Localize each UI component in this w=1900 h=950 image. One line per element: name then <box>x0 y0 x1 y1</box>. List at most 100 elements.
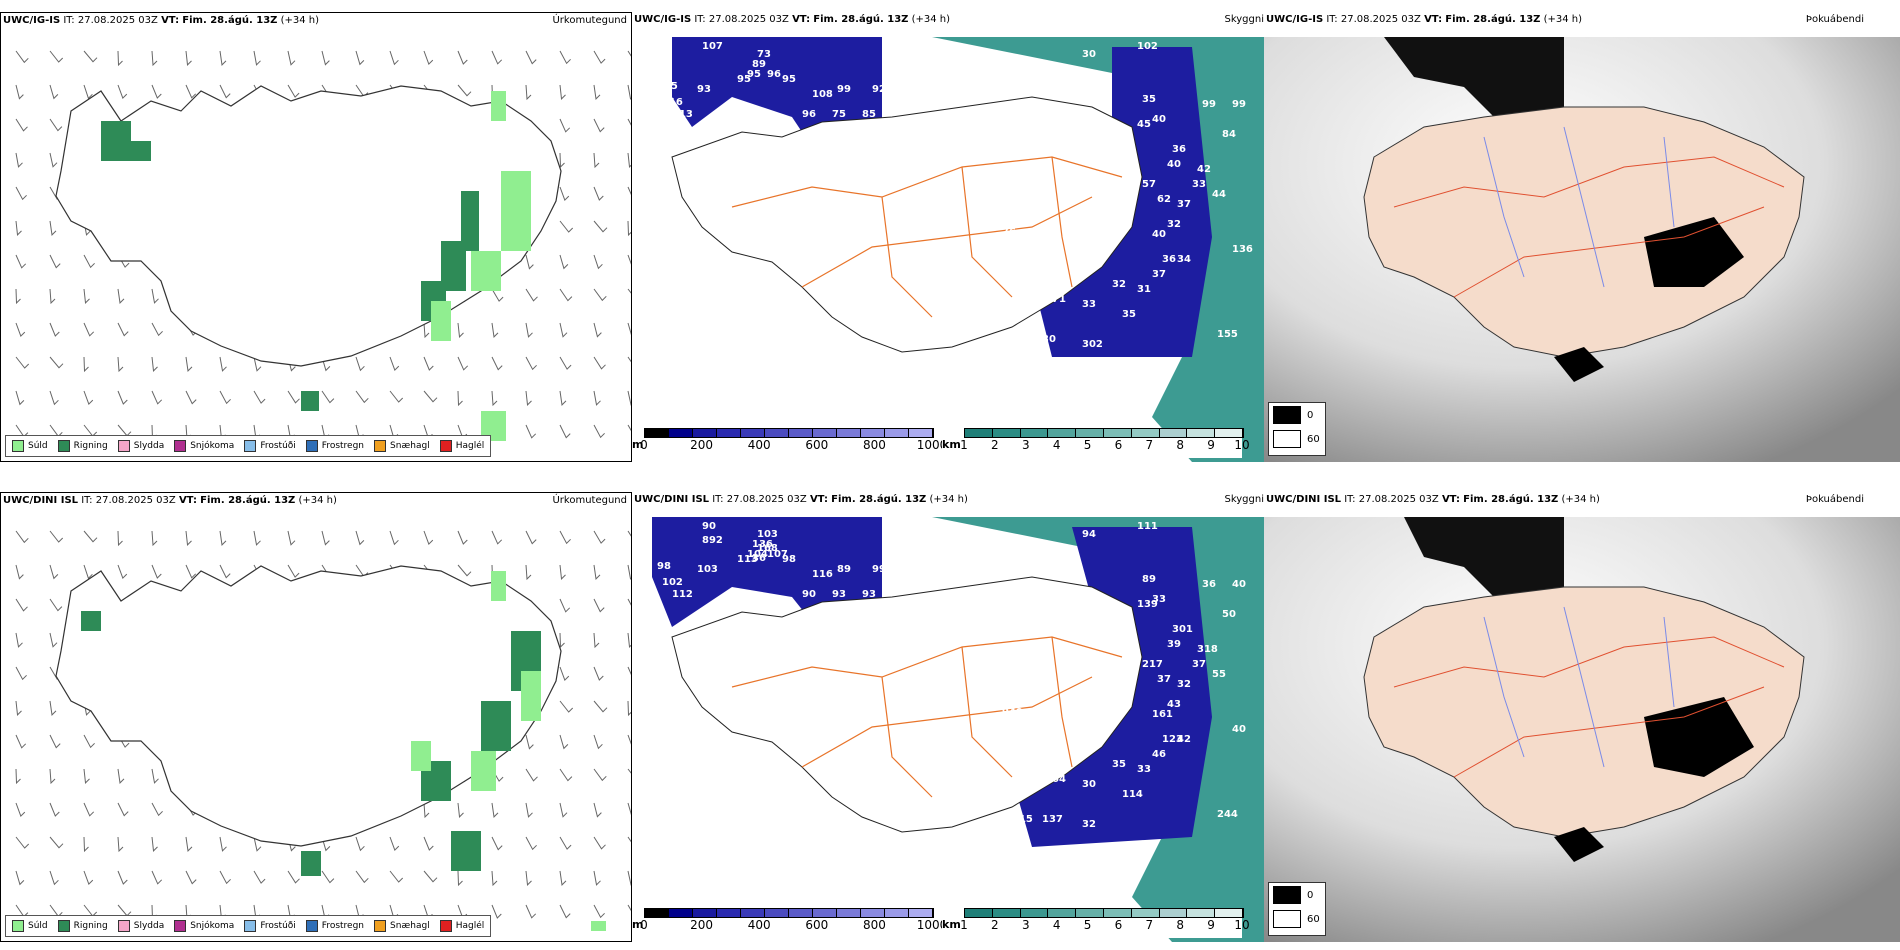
wind-barb <box>355 870 369 884</box>
wind-barb <box>49 152 58 168</box>
precip-map <box>15 530 631 931</box>
wind-barb <box>219 870 231 885</box>
cloud-base-value: 103 <box>757 529 778 540</box>
cloud-base-value: 36 <box>752 553 766 564</box>
color-segment <box>813 429 837 437</box>
cloud-base-value: 98 <box>782 554 796 565</box>
tick-label: 400 <box>747 918 771 932</box>
panel-name: Skyggni <box>1224 494 1264 505</box>
cloud-base-value: 94 <box>1082 529 1096 540</box>
vt-value: Fim. 28.ágú. 13Z <box>813 14 909 25</box>
legend-item: Frostúði <box>244 920 296 932</box>
cloud-base-value: 139 <box>1137 599 1158 610</box>
tick-label: 6 <box>1114 918 1123 932</box>
wind-barb <box>491 356 503 371</box>
wind-barb <box>389 356 400 372</box>
wind-barb <box>525 288 538 302</box>
wind-barb <box>219 50 227 66</box>
wind-barb <box>559 220 574 233</box>
wind-barb <box>151 356 158 372</box>
wind-barb <box>389 870 404 883</box>
wind-barb <box>321 530 330 546</box>
fog-legend-item: 60 <box>1269 427 1325 451</box>
wind-barb <box>593 632 600 649</box>
cloud-base-value: 96 <box>767 69 781 80</box>
legend-swatch <box>439 440 452 452</box>
lead-time: (+34 h) <box>929 494 968 505</box>
wind-barb <box>627 700 631 717</box>
wind-barb <box>117 564 128 580</box>
cloud-base-value: 33 <box>1192 179 1206 190</box>
wind-barb <box>15 254 27 269</box>
cloud-base-value: 113 <box>737 554 758 565</box>
wind-barb <box>253 836 262 852</box>
cloud-base-value: 80 <box>1012 334 1026 345</box>
cloud-base-value: 103 <box>697 564 718 575</box>
wind-barb <box>287 564 300 578</box>
vt-value: Fim. 28.ágú. 13Z <box>182 15 278 26</box>
panel-name: Skyggni <box>1224 14 1264 25</box>
tick-label: 200 <box>690 918 714 932</box>
wind-barb <box>559 564 566 580</box>
fog-legend-item: 0 <box>1269 403 1325 427</box>
wind-barb <box>559 904 571 919</box>
cloud-base-unit: m <box>632 438 644 451</box>
wind-barb <box>117 802 129 817</box>
it-value: 27.08.2025 03Z <box>708 14 789 25</box>
legend-label: Rigning <box>73 921 108 931</box>
cloud-base-value: 76 <box>1002 227 1016 238</box>
wind-barb <box>491 802 499 818</box>
vt-label: VT: <box>178 495 197 506</box>
wind-barb <box>627 870 631 886</box>
wind-barb <box>15 118 28 132</box>
cloud-base-value: 116 <box>812 569 833 580</box>
wind-barb <box>559 424 571 439</box>
it-value: 27.08.2025 03Z <box>726 494 807 505</box>
wind-barb <box>185 530 192 546</box>
wind-barb <box>627 186 631 195</box>
wind-barb <box>627 50 631 57</box>
cloud-base-value: 102 <box>1137 41 1158 52</box>
wind-barb <box>151 288 159 304</box>
wind-barb <box>151 50 158 67</box>
legend-item: Snæhagl <box>374 440 430 452</box>
cloud-base-value: 40 <box>1232 579 1246 590</box>
wind-barb <box>15 152 23 168</box>
wind-barb <box>185 870 197 885</box>
cloud-base-value: 105 <box>657 81 678 92</box>
wind-barb <box>83 50 98 63</box>
wind-barb <box>627 632 631 648</box>
wind-barb <box>491 390 498 407</box>
wind-barb <box>593 530 606 544</box>
color-segment <box>861 429 885 437</box>
wind-barb <box>185 84 197 99</box>
cloud-base-value: 136 <box>1232 244 1253 255</box>
wind-barb <box>491 836 503 851</box>
cloud-base-value: 99 <box>1202 99 1216 110</box>
wind-barb <box>627 734 631 745</box>
cloud-base-value: 96 <box>802 109 816 120</box>
legend-label: Snæhagl <box>390 441 430 451</box>
vt-label: VT: <box>161 15 180 26</box>
color-segment <box>885 429 909 437</box>
wind-barb <box>593 564 601 580</box>
wind-barb <box>627 152 631 168</box>
color-segment <box>1215 429 1243 437</box>
color-segment <box>1076 429 1104 437</box>
color-segment <box>1048 429 1077 437</box>
model-name: UWC/IG-IS <box>3 15 61 26</box>
wind-barb <box>83 356 89 373</box>
wind-barb <box>559 734 569 750</box>
wind-barb <box>49 50 64 63</box>
color-segment <box>1159 909 1188 917</box>
wind-barb <box>49 700 57 716</box>
wind-barb <box>287 530 296 546</box>
cloud-base-value: 44 <box>1212 189 1226 200</box>
legend-item: Slydda <box>117 920 164 932</box>
wind-barb <box>627 254 631 265</box>
cloud-base-value: 40 <box>1152 229 1166 240</box>
cloud-base-value: 84 <box>1222 129 1236 140</box>
wind-barb <box>593 254 603 270</box>
wind-barb <box>287 84 300 98</box>
legend-item: Snæhagl <box>374 920 430 932</box>
